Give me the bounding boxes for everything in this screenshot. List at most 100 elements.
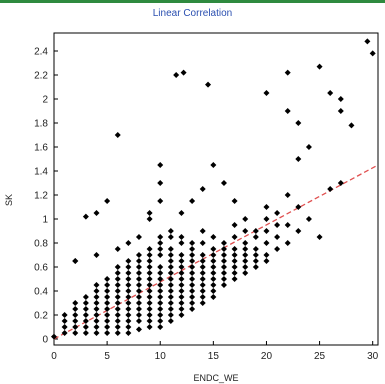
- data-point: [210, 282, 217, 288]
- data-point: [135, 294, 142, 300]
- data-point: [178, 282, 185, 288]
- data-point: [82, 300, 89, 306]
- data-point: [146, 210, 153, 216]
- data-point: [157, 324, 164, 330]
- data-point: [157, 234, 164, 240]
- data-point: [210, 258, 217, 264]
- data-point: [199, 294, 206, 300]
- data-point: [220, 282, 227, 288]
- data-point: [348, 122, 355, 129]
- data-point: [93, 324, 100, 330]
- data-point: [135, 276, 142, 282]
- data-point: [125, 294, 132, 300]
- data-point: [82, 312, 89, 318]
- data-point: [135, 312, 142, 318]
- data-point: [189, 240, 196, 246]
- data-point: [157, 246, 164, 252]
- data-point: [199, 276, 206, 282]
- data-point: [146, 282, 153, 288]
- data-point: [93, 294, 100, 300]
- data-point: [93, 210, 100, 216]
- data-point: [231, 246, 238, 252]
- data-point: [189, 252, 196, 258]
- data-point: [146, 300, 153, 306]
- data-point: [72, 306, 79, 312]
- data-point: [146, 312, 153, 318]
- data-point: [189, 288, 196, 294]
- data-point: [210, 234, 217, 240]
- data-point: [104, 324, 111, 330]
- data-point: [157, 264, 164, 270]
- data-point: [82, 330, 89, 336]
- data-point: [220, 258, 227, 264]
- data-point: [114, 276, 121, 282]
- data-point: [210, 294, 217, 300]
- y-tick-label: 1.8: [34, 119, 48, 130]
- data-point: [252, 234, 259, 240]
- data-point: [125, 318, 132, 324]
- data-point: [114, 270, 121, 276]
- data-point: [167, 282, 174, 288]
- x-tick-label: 10: [155, 351, 167, 362]
- data-point: [205, 81, 212, 88]
- data-point: [135, 264, 142, 270]
- data-point: [263, 252, 270, 258]
- x-tick-label: 5: [104, 351, 110, 362]
- data-point: [210, 288, 217, 294]
- data-point: [167, 258, 174, 264]
- data-point: [242, 246, 249, 252]
- data-point: [72, 258, 79, 264]
- data-point: [104, 294, 111, 300]
- data-point: [337, 108, 344, 114]
- data-point: [157, 276, 164, 282]
- data-point: [252, 264, 259, 270]
- data-point: [72, 324, 79, 330]
- data-point: [263, 90, 270, 96]
- data-point: [274, 222, 281, 228]
- data-point: [82, 306, 89, 312]
- data-point: [220, 180, 227, 186]
- data-point: [125, 324, 132, 330]
- data-point: [125, 306, 132, 312]
- data-point: [231, 198, 238, 204]
- data-point: [199, 264, 206, 270]
- data-point: [157, 180, 164, 186]
- data-point: [178, 312, 185, 318]
- data-point: [189, 258, 196, 264]
- data-point: [274, 246, 281, 252]
- data-point: [125, 300, 132, 306]
- data-point: [114, 306, 121, 312]
- data-point: [146, 288, 153, 294]
- data-point: [210, 276, 217, 282]
- data-point: [114, 330, 121, 336]
- data-point: [167, 318, 174, 324]
- data-point: [231, 270, 238, 276]
- data-point: [125, 240, 132, 246]
- data-point: [316, 234, 323, 240]
- data-point: [231, 276, 238, 282]
- data-point: [242, 264, 249, 270]
- data-point: [157, 294, 164, 300]
- x-tick-label: 15: [208, 351, 220, 362]
- y-tick-label: 1.6: [34, 143, 48, 154]
- data-point: [157, 240, 164, 246]
- data-point: [135, 306, 142, 312]
- data-point: [189, 270, 196, 276]
- data-point: [114, 294, 121, 300]
- data-point: [146, 306, 153, 312]
- data-point: [189, 276, 196, 282]
- data-point: [242, 240, 249, 246]
- data-point: [135, 234, 142, 240]
- data-point: [199, 186, 206, 192]
- y-tick-label: 2.4: [34, 47, 48, 58]
- data-point: [189, 282, 196, 288]
- data-point: [210, 162, 217, 168]
- data-point: [284, 222, 291, 228]
- data-point: [284, 108, 291, 114]
- data-point: [189, 198, 196, 204]
- data-point: [327, 186, 334, 192]
- data-point: [146, 276, 153, 282]
- data-point: [284, 192, 291, 198]
- y-tick-label: 2.2: [34, 71, 48, 82]
- data-point: [231, 222, 238, 228]
